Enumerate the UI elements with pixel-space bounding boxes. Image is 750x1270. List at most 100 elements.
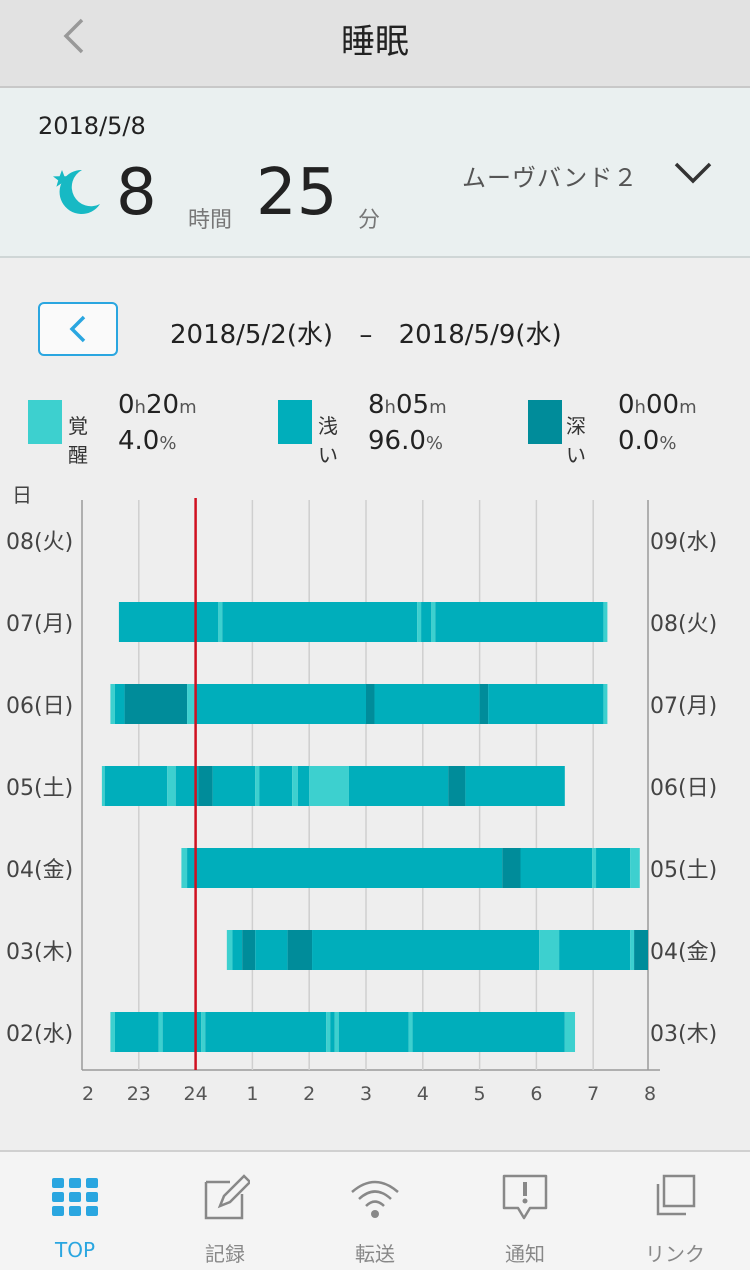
sleep-segment-awake: [326, 1012, 331, 1052]
sleep-segment-deep: [198, 766, 213, 806]
sleep-segment-awake: [539, 930, 560, 970]
tab-link[interactable]: リンク: [600, 1152, 750, 1270]
sleep-segment-light: [338, 1012, 409, 1052]
device-name[interactable]: ムーヴバンド２: [462, 164, 639, 192]
sleep-segment-awake: [187, 684, 196, 724]
sleep-minutes-value: 25: [256, 156, 338, 230]
sleep-segment-awake: [630, 848, 640, 888]
tab-notice[interactable]: 通知: [450, 1152, 600, 1270]
legend-label-light: 浅い: [318, 414, 338, 467]
hour-unit: h: [134, 397, 146, 418]
sleep-segment-light: [195, 684, 366, 724]
period-end: 2018/5/9(水): [398, 320, 562, 350]
edit-icon: [204, 1174, 250, 1220]
sleep-segment-deep: [634, 930, 648, 970]
x-tick-label: 8: [644, 1083, 656, 1105]
notice-icon: [502, 1174, 548, 1220]
x-tick-label: 1: [246, 1083, 258, 1105]
sleep-hours-value: 8: [116, 156, 157, 230]
sleep-segment-light: [232, 930, 243, 970]
percent-unit: %: [659, 433, 677, 454]
x-tick-label: 2: [82, 1083, 94, 1105]
x-tick-label: 3: [360, 1083, 372, 1105]
x-tick-label: 24: [184, 1083, 208, 1105]
sleep-segment-awake: [201, 1012, 206, 1052]
period-range: 2018/5/2(水) – 2018/5/9(水): [170, 314, 562, 351]
legend-minutes-awake: 20: [145, 390, 180, 420]
minute-unit: m: [179, 397, 197, 418]
sleep-segment-light: [259, 766, 293, 806]
sleep-segment-light: [104, 766, 168, 806]
tab-label-record: 記録: [205, 1242, 245, 1266]
x-tick-label: 23: [127, 1083, 151, 1105]
sleep-segment-awake: [167, 766, 176, 806]
x-tick-label: 6: [530, 1083, 542, 1105]
tab-label-link: リンク: [645, 1242, 705, 1266]
sleep-segment-light: [118, 602, 219, 642]
link-icon: [656, 1174, 696, 1216]
sleep-segment-awake: [218, 602, 223, 642]
row-label-left: 07(月): [6, 612, 73, 637]
sleep-segment-deep: [287, 930, 313, 970]
legend-minutes-deep: 00: [645, 390, 680, 420]
moon-icon: [53, 169, 100, 214]
tab-transfer[interactable]: 転送: [300, 1152, 450, 1270]
period-start: 2018/5/2(水): [170, 320, 334, 350]
sleep-segment-awake: [292, 766, 298, 806]
sleep-segment-awake: [309, 766, 349, 806]
tab-top[interactable]: TOP: [0, 1152, 150, 1270]
back-button[interactable]: [56, 14, 96, 58]
minutes-unit: 分: [358, 208, 381, 233]
hours-unit: 時間: [188, 208, 233, 233]
legend-pct-deep: 0.0: [618, 426, 660, 456]
sleep-segment-light: [297, 766, 310, 806]
summary-date: 2018/5/8: [38, 112, 146, 140]
wifi-icon: [351, 1180, 399, 1218]
period-separator: –: [359, 320, 373, 350]
legend-swatch-light: [278, 400, 312, 444]
legend-minutes-light: 05: [395, 390, 430, 420]
row-label-left: 02(水): [6, 1022, 73, 1047]
chevron-left-icon: [63, 18, 84, 54]
previous-period-button[interactable]: [38, 302, 118, 356]
sleep-segment-deep: [124, 684, 188, 724]
sleep-segment-light: [187, 848, 503, 888]
legend-label-deep: 深い: [566, 414, 586, 467]
sleep-segment-light: [374, 684, 480, 724]
sleep-segment-light: [559, 930, 631, 970]
x-tick-label: 7: [587, 1083, 599, 1105]
legend-label-awake: 覚醒: [68, 414, 88, 467]
row-label-right: 06(日): [650, 776, 717, 801]
sleep-segment-light: [412, 1012, 565, 1052]
sleep-segment-light: [488, 684, 604, 724]
legend-duration-deep: 0h00m: [618, 390, 697, 420]
row-label-right: 03(木): [650, 1022, 717, 1047]
legend-hours-deep: 0: [618, 390, 635, 420]
sleep-segment-awake: [408, 1012, 413, 1052]
sleep-segment-deep: [502, 848, 521, 888]
x-tick-label: 4: [417, 1083, 429, 1105]
row-label-left: 03(木): [6, 940, 73, 965]
tab-label-transfer: 転送: [355, 1242, 395, 1266]
sleep-segment-awake: [158, 1012, 163, 1052]
sleep-segment-light: [465, 766, 565, 806]
navigation-bar: 睡眠: [0, 0, 750, 88]
legend-duration-light: 8h05m: [368, 390, 447, 420]
sleep-segment-deep: [242, 930, 256, 970]
row-label-left: 08(火): [6, 530, 73, 555]
tab-record[interactable]: 記録: [150, 1152, 300, 1270]
sleep-segment-awake: [603, 684, 608, 724]
sleep-segment-light: [421, 602, 432, 642]
sleep-segment-light: [330, 1012, 335, 1052]
device-dropdown-button[interactable]: [670, 154, 716, 194]
sleep-segment-light: [222, 602, 418, 642]
legend-pct-light: 96.0: [368, 426, 426, 456]
row-label-right: 08(火): [650, 612, 717, 637]
sleep-summary: 2018/5/8 8 時間 25 分 ムーヴバンド２: [0, 88, 750, 258]
legend-pct-awake: 4.0: [118, 426, 160, 456]
row-label-right: 04(金): [650, 940, 717, 965]
tab-label-notice: 通知: [505, 1242, 545, 1266]
chevron-down-icon: [674, 162, 712, 184]
sleep-segment-deep: [366, 684, 375, 724]
tab-label-top: TOP: [54, 1238, 96, 1262]
